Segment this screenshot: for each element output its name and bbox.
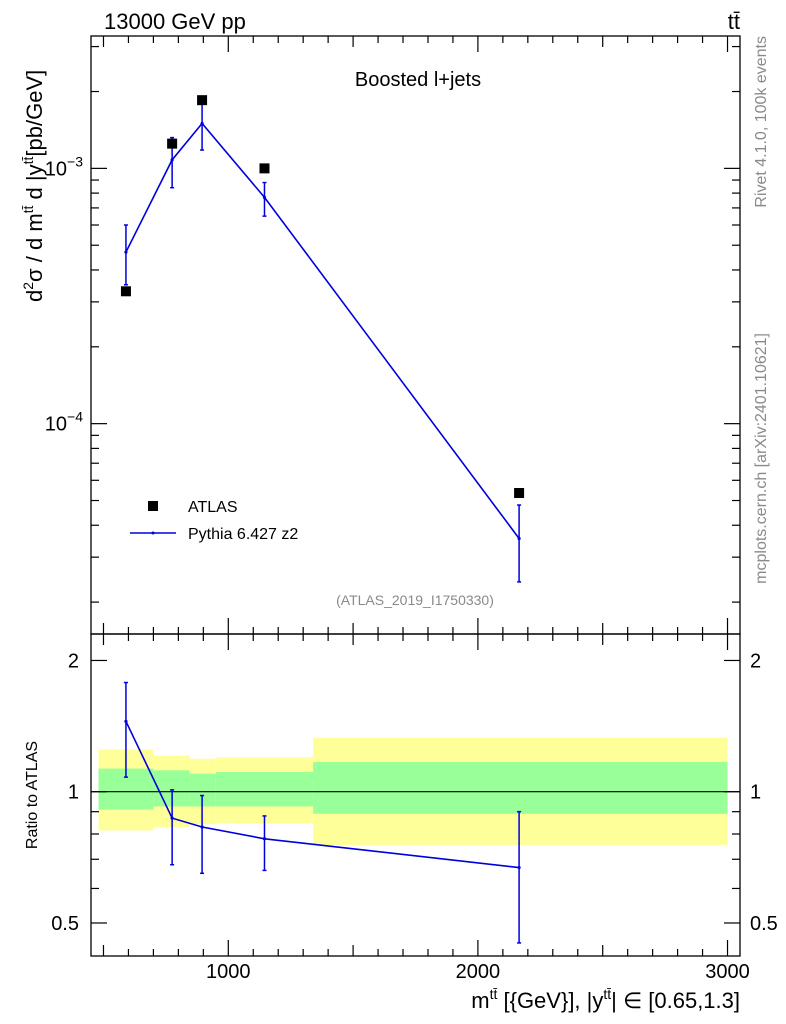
- main-y-tick-labels: 10−410−310−2: [45, 153, 83, 436]
- pythia-point: [170, 158, 174, 162]
- ratio-y-tick-label: 0.5: [51, 913, 79, 935]
- atlas-point: [259, 163, 270, 174]
- pythia-point: [124, 250, 128, 254]
- ratio-frame: [90, 633, 741, 957]
- main-y-tick-label: 10−3: [45, 153, 83, 180]
- main-pythia-series: [123, 101, 522, 583]
- ratio-y-tick-label: 2: [68, 650, 79, 672]
- ratio-point: [517, 865, 521, 870]
- ratio-y-tick-label-right: 2: [750, 650, 761, 672]
- main-y-tick-label: 10−4: [45, 409, 83, 436]
- main-atlas-series: [120, 95, 525, 499]
- atlas-point: [167, 138, 178, 149]
- ratio-pythia-series: [123, 681, 522, 944]
- mcplots-source-label: mcplots.cern.ch [arXiv:2401.10621]: [753, 333, 770, 584]
- ratio-point: [124, 719, 128, 723]
- ratio-point: [262, 837, 267, 841]
- x-tick-label: 3000: [705, 961, 750, 983]
- x-tick-label: 2000: [456, 961, 501, 983]
- ratio-y-tick-label: 1: [68, 782, 79, 804]
- ratio-point: [200, 825, 204, 829]
- ratio-y-tick-label-right: 1: [750, 782, 761, 804]
- atlas-point: [514, 488, 525, 499]
- ratio-axis-ticks: [91, 634, 740, 956]
- x-axis-label: mtt̄ [{GeV}], |ytt̄| ∈ [0.65,1.3]: [471, 986, 740, 1013]
- legend-atlas-label: ATLAS: [188, 499, 238, 516]
- ratio-band-green: [215, 771, 314, 807]
- main-frame: [90, 35, 741, 635]
- main-legend: ATLAS Pythia 6.427 z2: [130, 499, 298, 543]
- legend-pythia-dot: [151, 531, 155, 535]
- main-chart-title: Boosted l+jets: [355, 69, 481, 91]
- header-energy-label: 13000 GeV pp: [104, 9, 246, 34]
- atlas-point: [197, 95, 208, 106]
- pythia-point: [200, 121, 204, 126]
- ratio-band-green: [313, 761, 728, 814]
- ratio-y-axis-label: Ratio to ATLAS: [24, 741, 41, 849]
- main-y-axis-label: d2σ / d mtt̄ d |ytt̄[pb/GeV]: [20, 70, 47, 302]
- atlas-point: [120, 286, 131, 297]
- rivet-version-label: Rivet 4.1.0, 100k events: [753, 36, 770, 208]
- ratio-tick-labels: 0.5 0.5 1 1 2 2 1000 2000 3000: [51, 650, 778, 983]
- ratio-point: [170, 816, 174, 820]
- analysis-id-label: (ATLAS_2019_I1750330): [336, 592, 494, 608]
- main-axis-ticks: [91, 36, 740, 634]
- pythia-point: [517, 536, 521, 541]
- legend-pythia-label: Pythia 6.427 z2: [188, 526, 298, 543]
- ratio-y-tick-label-right: 0.5: [750, 913, 778, 935]
- pythia-point: [262, 195, 267, 199]
- x-tick-label: 1000: [206, 961, 251, 983]
- header-process-label: tt̄: [728, 9, 740, 34]
- legend-atlas-marker: [148, 501, 158, 511]
- pythia-line: [125, 122, 520, 539]
